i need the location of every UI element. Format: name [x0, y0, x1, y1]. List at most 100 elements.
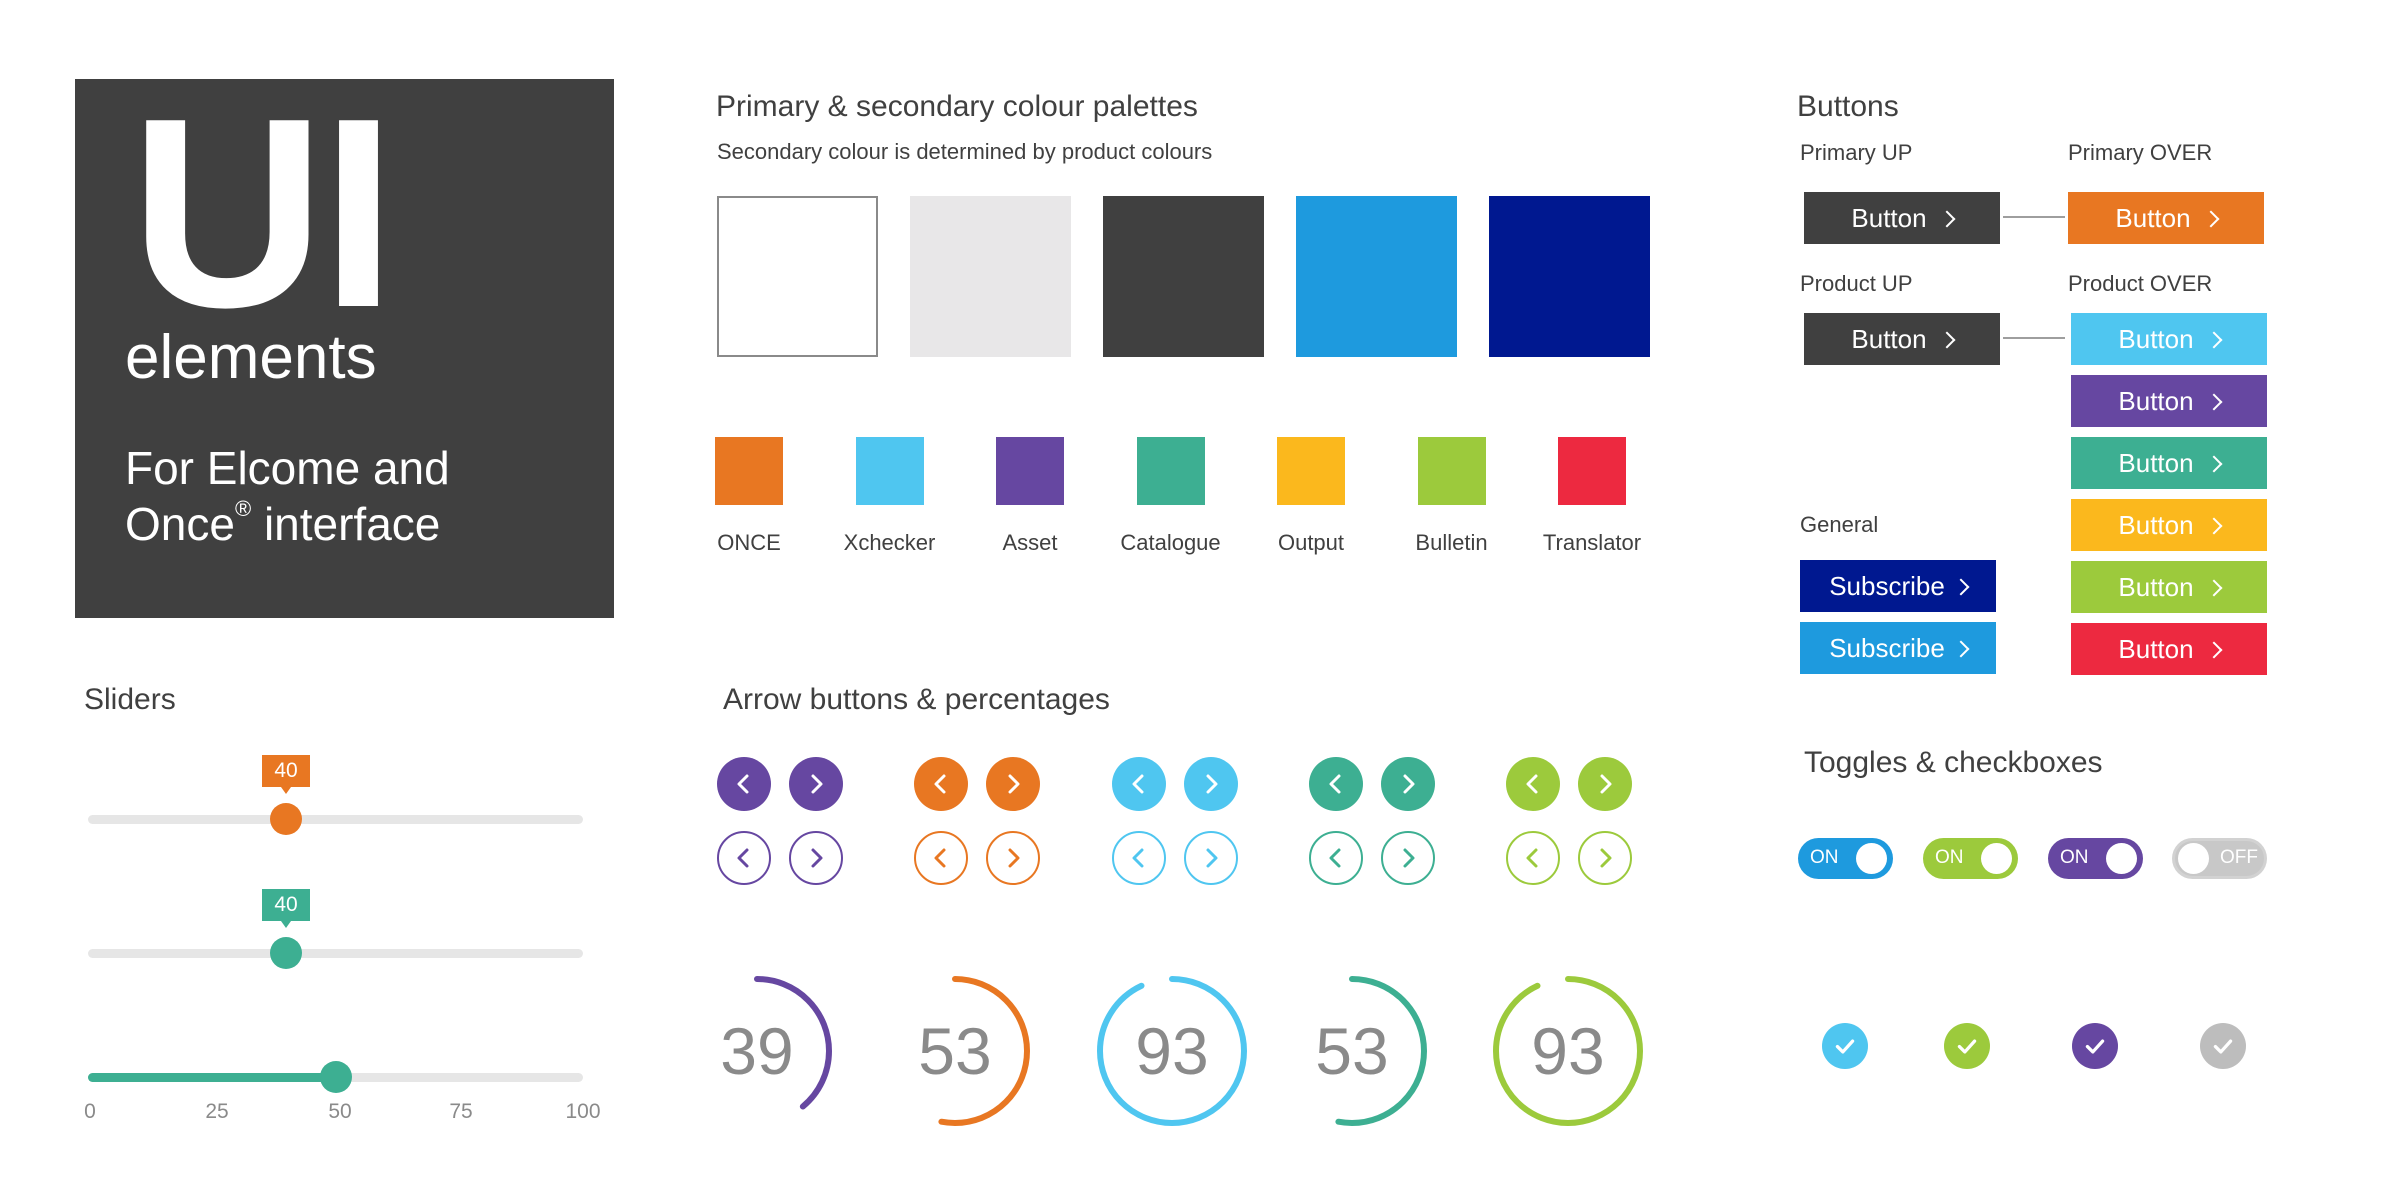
percentage-value: 53: [918, 1014, 992, 1088]
palettes-subtitle: Secondary colour is determined by produc…: [717, 139, 1213, 164]
chevron-right-icon: [1952, 640, 1970, 657]
primary-up-button[interactable]: Button: [1804, 192, 2000, 244]
arrow-left-outline-button[interactable]: [914, 831, 968, 885]
arrow-right-outline-button[interactable]: [789, 831, 843, 885]
arrow-right-outline-button[interactable]: [1184, 831, 1238, 885]
product-up-button[interactable]: Button: [1804, 313, 2000, 365]
checkmark-icon: [1832, 1033, 1858, 1059]
percentage-arc: [1493, 976, 1643, 1126]
checkmark-icon: [1954, 1033, 1980, 1059]
chevron-right-icon: [1199, 846, 1223, 870]
product-over-button[interactable]: Button: [2071, 437, 2267, 489]
arrow-right-filled-button[interactable]: [1184, 757, 1238, 811]
product-colour-label: Output: [1277, 530, 1345, 555]
product-colour-label: Asset: [1002, 530, 1058, 555]
chevron-right-icon: [1396, 846, 1420, 870]
percentage-arc: [880, 976, 1030, 1126]
button-label: Button: [2118, 509, 2194, 540]
chevron-right-icon: [2205, 331, 2223, 348]
button-label: Button: [2118, 447, 2194, 478]
arrow-right-outline-button[interactable]: [1578, 831, 1632, 885]
slider-track[interactable]: [88, 949, 583, 958]
product-colour-swatch: [1417, 437, 1486, 505]
chevron-right-icon: [2205, 455, 2223, 472]
slider-tick-label: 100: [565, 1100, 601, 1123]
chevron-right-icon: [1938, 210, 1956, 227]
arrow-right-outline-button[interactable]: [986, 831, 1040, 885]
subscribe-button[interactable]: Subscribe: [1800, 560, 1996, 612]
toggle-knob: [1981, 843, 2012, 874]
primary-colour-swatch: [910, 196, 1071, 357]
arrow-left-filled-button[interactable]: [1112, 757, 1166, 811]
percentage-ring: [682, 976, 832, 1126]
slider-handle[interactable]: [319, 1061, 352, 1093]
arrows-title: Arrow buttons & percentages: [723, 683, 1110, 716]
primary-colour-swatch: [1103, 196, 1264, 357]
hero-tagline-line1: For Elcome and: [125, 442, 450, 494]
button-label: Subscribe: [1829, 632, 1945, 663]
arrow-left-filled-button[interactable]: [1506, 757, 1560, 811]
toggle-state-label: ON: [1935, 847, 1964, 868]
chevron-left-icon: [929, 846, 953, 870]
button-label: Button: [1851, 202, 1927, 233]
primary-colour-swatch: [717, 196, 878, 357]
chevron-left-icon: [1521, 846, 1545, 870]
percentage-value: 53: [1315, 1014, 1389, 1088]
percentage-ring: [1097, 976, 1247, 1126]
percentage-value: 39: [720, 1014, 794, 1088]
hero-panel: UI elements For Elcome and Once® interfa…: [75, 79, 614, 618]
checkbox-checked[interactable]: [1822, 1023, 1868, 1069]
arrow-left-outline-button[interactable]: [717, 831, 771, 885]
arrow-left-outline-button[interactable]: [1309, 831, 1363, 885]
percentage-arc: [1097, 976, 1247, 1126]
chevron-right-icon: [1938, 331, 1956, 348]
chevron-right-icon: [1593, 772, 1617, 796]
chevron-right-icon: [1396, 772, 1420, 796]
connector-line: [2003, 216, 2065, 218]
slider-handle[interactable]: [270, 803, 302, 835]
product-colour-label: ONCE: [717, 530, 781, 555]
arrow-left-outline-button[interactable]: [1506, 831, 1560, 885]
chevron-left-icon: [1127, 772, 1151, 796]
checkbox-checked[interactable]: [2200, 1023, 2246, 1069]
product-over-button[interactable]: Button: [2071, 375, 2267, 427]
slider-track[interactable]: [88, 815, 583, 824]
button-label: Subscribe: [1829, 570, 1945, 601]
arrow-left-outline-button[interactable]: [1112, 831, 1166, 885]
slider-handle[interactable]: [270, 937, 302, 969]
primary-colour-swatch: [1489, 196, 1650, 357]
arrow-right-filled-button[interactable]: [789, 757, 843, 811]
product-colour-label: Bulletin: [1415, 530, 1488, 555]
product-over-button[interactable]: Button: [2071, 561, 2267, 613]
chevron-left-icon: [1521, 772, 1545, 796]
checkbox-checked[interactable]: [1944, 1023, 1990, 1069]
product-over-button[interactable]: Button: [2071, 499, 2267, 551]
slider-tick-label: 0: [84, 1100, 96, 1123]
slider-value-tooltip: 40: [262, 755, 310, 794]
arrow-right-filled-button[interactable]: [1381, 757, 1435, 811]
chevron-right-icon: [2205, 641, 2223, 658]
arrow-left-filled-button[interactable]: [717, 757, 771, 811]
toggle-knob: [1856, 843, 1887, 874]
percentage-ring: [880, 976, 1030, 1126]
arrow-left-filled-button[interactable]: [1309, 757, 1363, 811]
primary-over-button[interactable]: Button: [2068, 192, 2264, 244]
product-over-button[interactable]: Button: [2071, 313, 2267, 365]
arrow-right-filled-button[interactable]: [986, 757, 1040, 811]
subscribe-button[interactable]: Subscribe: [1800, 622, 1996, 674]
product-colour-swatch: [1136, 437, 1205, 505]
arrow-right-outline-button[interactable]: [1381, 831, 1435, 885]
arrow-left-filled-button[interactable]: [914, 757, 968, 811]
product-over-button[interactable]: Button: [2071, 623, 2267, 675]
toggle-knob: [2178, 843, 2209, 874]
chevron-left-icon: [1324, 846, 1348, 870]
checkmark-icon: [2082, 1033, 2108, 1059]
slider-tick-label: 25: [205, 1100, 229, 1123]
arrow-right-filled-button[interactable]: [1578, 757, 1632, 811]
general-label: General: [1800, 512, 1879, 537]
checkbox-checked[interactable]: [2072, 1023, 2118, 1069]
chevron-left-icon: [732, 772, 756, 796]
chevron-left-icon: [929, 772, 953, 796]
button-label: Button: [1851, 323, 1927, 354]
chevron-right-icon: [1001, 846, 1025, 870]
